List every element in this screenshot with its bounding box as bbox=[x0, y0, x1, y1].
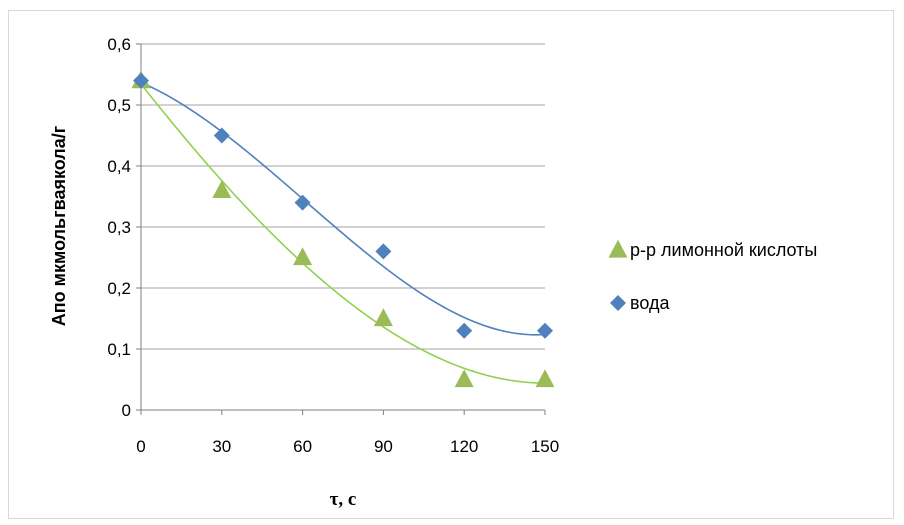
x-tick-label: 120 bbox=[450, 437, 478, 456]
x-tick-label: 90 bbox=[374, 437, 393, 456]
data-point-diamond bbox=[133, 72, 149, 89]
y-tick-label: 0,4 bbox=[107, 157, 131, 176]
data-point-triangle bbox=[454, 369, 474, 388]
axes bbox=[136, 43, 546, 415]
x-tick-label: 0 bbox=[136, 437, 145, 456]
y-tick-labels: 0 0,1 0,2 0,3 0,4 0,5 0,6 bbox=[107, 35, 131, 420]
data-points bbox=[131, 70, 555, 388]
legend-marker-1 bbox=[608, 239, 628, 258]
data-point-diamond bbox=[375, 243, 392, 260]
trendline-2 bbox=[140, 81, 546, 336]
y-axis-label: Апо мкмольгваякола/г bbox=[49, 125, 69, 326]
y-tick-label: 0 bbox=[122, 401, 131, 420]
legend: р-р лимонной кислоты вода bbox=[608, 239, 817, 313]
trendlines bbox=[140, 81, 546, 384]
data-point-triangle bbox=[212, 180, 232, 199]
x-tick-label: 30 bbox=[212, 437, 231, 456]
legend-label-2: вода bbox=[630, 293, 670, 313]
data-point-diamond bbox=[456, 322, 473, 339]
x-tick-labels: 0 30 60 90 120 150 bbox=[136, 437, 559, 456]
data-point-triangle bbox=[293, 247, 313, 266]
y-tick-label: 0,2 bbox=[107, 279, 131, 298]
y-tick-label: 0,1 bbox=[107, 340, 131, 359]
data-point-triangle bbox=[535, 369, 555, 388]
legend-label-1: р-р лимонной кислоты bbox=[630, 240, 817, 260]
y-tick-label: 0,6 bbox=[107, 35, 131, 54]
x-tick-label: 60 bbox=[293, 437, 312, 456]
chart-frame bbox=[8, 10, 894, 519]
y-tick-label: 0,3 bbox=[107, 218, 131, 237]
trendline-1 bbox=[140, 83, 546, 384]
x-tick-label: 150 bbox=[531, 437, 559, 456]
legend-marker-2 bbox=[610, 295, 626, 311]
data-point-diamond bbox=[294, 194, 311, 211]
data-point-triangle bbox=[373, 308, 393, 327]
y-tick-label: 0,5 bbox=[107, 96, 131, 115]
gridlines bbox=[141, 43, 545, 350]
x-axis-label: τ, с bbox=[330, 489, 357, 510]
data-point-diamond bbox=[537, 322, 553, 339]
data-point-diamond bbox=[213, 127, 230, 144]
